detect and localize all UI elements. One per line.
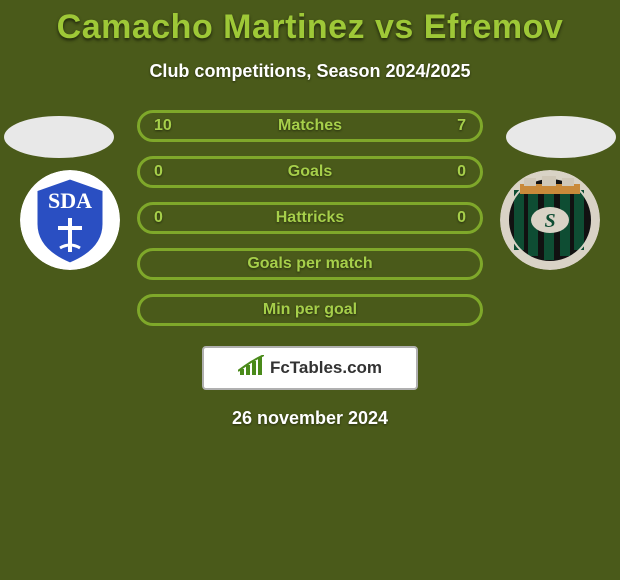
- stat-left-value: 0: [154, 209, 163, 227]
- chart-icon: [238, 355, 264, 382]
- stat-label: Hattricks: [276, 209, 344, 227]
- stat-row-hattricks: 0 Hattricks 0: [137, 202, 483, 234]
- stat-row-min-per-goal: Min per goal: [137, 294, 483, 326]
- stat-label: Matches: [278, 117, 342, 135]
- subtitle: Club competitions, Season 2024/2025: [0, 61, 620, 82]
- svg-text:SDA: SDA: [48, 188, 92, 213]
- club-badge-right: S: [500, 170, 600, 270]
- stat-row-goals-per-match: Goals per match: [137, 248, 483, 280]
- stat-right-value: 7: [457, 117, 466, 135]
- stat-row-matches: 10 Matches 7: [137, 110, 483, 142]
- date-text: 26 november 2024: [0, 408, 620, 429]
- stat-label: Goals: [288, 163, 332, 181]
- brand-box: FcTables.com: [202, 346, 418, 390]
- club-badge-left: SDA: [20, 170, 120, 270]
- page-title: Camacho Martinez vs Efremov: [0, 8, 620, 47]
- stat-label: Min per goal: [263, 301, 357, 319]
- player-photo-right: [506, 116, 616, 158]
- stat-left-value: 0: [154, 163, 163, 181]
- stat-right-value: 0: [457, 209, 466, 227]
- stat-right-value: 0: [457, 163, 466, 181]
- brand-text: FcTables.com: [270, 358, 382, 378]
- player-photo-left: [4, 116, 114, 158]
- stat-left-value: 10: [154, 117, 172, 135]
- stat-label: Goals per match: [247, 255, 372, 273]
- stat-rows: 10 Matches 7 0 Goals 0 0 Hattricks 0 Goa…: [137, 110, 483, 326]
- stats-area: SDA S: [0, 110, 620, 326]
- stat-row-goals: 0 Goals 0: [137, 156, 483, 188]
- svg-text:S: S: [544, 210, 555, 232]
